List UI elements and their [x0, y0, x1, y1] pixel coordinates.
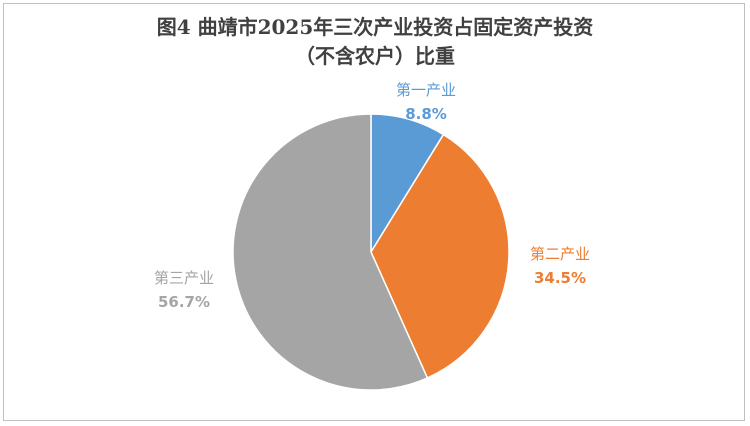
pie-slices: [232, 113, 510, 391]
chart-title: 图4 曲靖市2025年三次产业投资占固定资产投资: [156, 15, 594, 39]
chart-subtitle: （不含农户）比重: [295, 44, 455, 68]
slice-label-tertiary-industry: 第三产业: [154, 269, 214, 287]
pie-labels: 第一产业 8.8% 第二产业 34.5% 第三产业 56.7%: [154, 81, 590, 311]
slice-label-primary-industry: 第一产业: [396, 81, 456, 99]
slice-value-tertiary-industry: 56.7%: [158, 293, 210, 311]
slice-value-primary-industry: 8.8%: [405, 105, 447, 123]
slice-label-secondary-industry: 第二产业: [530, 245, 590, 263]
slice-value-secondary-industry: 34.5%: [534, 269, 586, 287]
pie-slice-secondary-industry: [370, 133, 510, 379]
pie-slice-tertiary-industry: [232, 113, 429, 391]
